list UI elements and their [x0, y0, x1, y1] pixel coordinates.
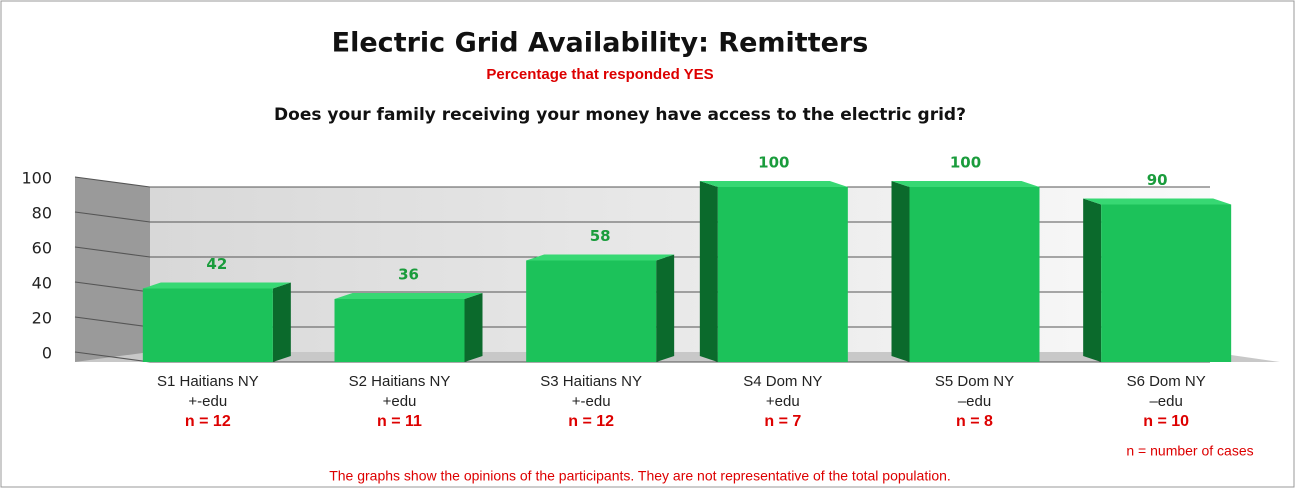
bar [142, 288, 273, 362]
back-wall [150, 187, 1210, 362]
x-tick-label: S3 Haitians NY [540, 373, 642, 390]
bar-top [699, 181, 848, 187]
grid-line [74, 176, 1210, 188]
x-tick-label: S2 Haitians NY [349, 373, 451, 390]
x-tick-label: S6 Dom NY [1127, 373, 1206, 390]
chart-title: Electric Grid Availability: Remitters [332, 28, 869, 59]
bar [1101, 204, 1232, 362]
legend-note: n = number of cases [1126, 443, 1253, 459]
bar-side [272, 282, 291, 362]
bar-side [464, 293, 483, 362]
sample-size: n = 10 [1143, 413, 1189, 430]
bar-top [891, 181, 1040, 187]
bar-side [656, 254, 675, 362]
bar-side [699, 181, 718, 362]
x-tick-label: S1 Haitians NY [157, 373, 259, 390]
value-label: 90 [1147, 171, 1168, 189]
subtitle: Percentage that responded YES [486, 66, 713, 83]
sample-size: n = 11 [377, 413, 422, 430]
x-tick-label: –edu [1149, 393, 1182, 410]
bar [909, 187, 1040, 362]
side-wall [75, 177, 150, 362]
sample-size: n = 12 [568, 413, 614, 430]
value-label: 100 [758, 154, 789, 172]
grid-line [74, 211, 1210, 223]
bar-side [1083, 198, 1102, 362]
bar-top [142, 282, 291, 289]
sample-size: n = 12 [185, 413, 231, 430]
x-tick-label: S5 Dom NY [935, 373, 1014, 390]
bar-side [891, 181, 910, 362]
bar [717, 187, 848, 362]
bar-top [334, 293, 483, 299]
value-label: 42 [206, 255, 227, 273]
sample-size: n = 7 [764, 413, 801, 430]
question: Does your family receiving your money ha… [274, 105, 966, 125]
value-label: 100 [950, 154, 981, 172]
y-tick-label: 100 [21, 169, 52, 188]
value-label: 36 [398, 266, 419, 284]
y-tick-label: 0 [42, 344, 52, 363]
y-tick-label: 40 [32, 274, 52, 293]
footnote: The graphs show the opinions of the part… [329, 468, 951, 484]
y-tick-label: 80 [32, 204, 52, 223]
bar-top [1083, 198, 1232, 205]
bar [526, 260, 657, 362]
sample-size: n = 8 [956, 413, 993, 430]
x-tick-label: +edu [766, 393, 800, 410]
bar-top [526, 254, 675, 261]
x-tick-label: +edu [383, 393, 417, 410]
grid-line [74, 246, 1210, 258]
x-tick-label: S4 Dom NY [743, 373, 822, 390]
x-tick-label: +-edu [572, 393, 611, 410]
y-tick-label: 20 [32, 309, 52, 328]
value-label: 58 [590, 227, 611, 245]
x-tick-label: –edu [958, 393, 991, 410]
x-tick-label: +-edu [188, 393, 227, 410]
y-tick-label: 60 [32, 239, 52, 258]
bar [334, 299, 465, 362]
